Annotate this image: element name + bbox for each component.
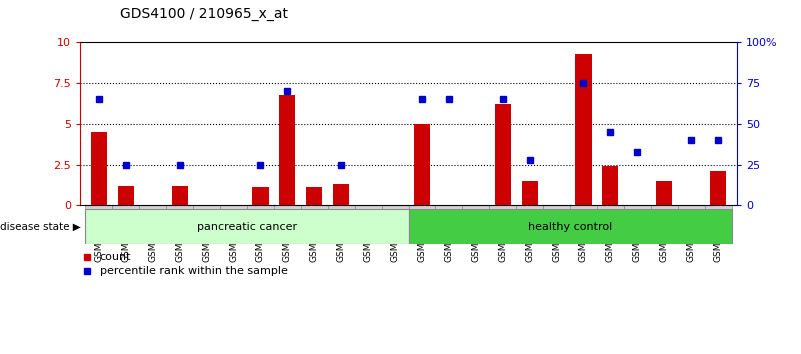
Bar [91,132,107,205]
FancyBboxPatch shape [247,205,274,209]
Bar [710,171,727,205]
FancyBboxPatch shape [597,205,624,209]
Bar [171,186,187,205]
FancyBboxPatch shape [516,205,543,209]
FancyBboxPatch shape [193,205,220,209]
FancyBboxPatch shape [543,205,570,209]
FancyBboxPatch shape [436,205,462,209]
Bar [118,186,134,205]
Bar [414,124,430,205]
FancyBboxPatch shape [220,205,247,209]
FancyBboxPatch shape [328,205,355,209]
Text: disease state ▶: disease state ▶ [0,222,81,232]
Text: count: count [100,252,131,262]
FancyBboxPatch shape [409,209,731,244]
Bar [252,187,268,205]
FancyBboxPatch shape [489,205,516,209]
Text: pancreatic cancer: pancreatic cancer [197,222,297,232]
FancyBboxPatch shape [705,205,731,209]
Text: healthy control: healthy control [528,222,612,232]
FancyBboxPatch shape [301,205,328,209]
Bar [656,181,672,205]
FancyBboxPatch shape [650,205,678,209]
Text: percentile rank within the sample: percentile rank within the sample [100,266,288,276]
FancyBboxPatch shape [274,205,301,209]
FancyBboxPatch shape [462,205,489,209]
Text: GDS4100 / 210965_x_at: GDS4100 / 210965_x_at [120,7,288,21]
FancyBboxPatch shape [355,205,381,209]
Bar [521,181,537,205]
Bar [575,54,592,205]
FancyBboxPatch shape [86,205,112,209]
FancyBboxPatch shape [112,205,139,209]
FancyBboxPatch shape [139,205,167,209]
Bar [306,187,322,205]
FancyBboxPatch shape [624,205,650,209]
Bar [602,166,618,205]
FancyBboxPatch shape [381,205,409,209]
FancyBboxPatch shape [678,205,705,209]
FancyBboxPatch shape [409,205,436,209]
Bar [280,95,296,205]
Bar [333,184,349,205]
Bar [495,104,511,205]
FancyBboxPatch shape [86,209,409,244]
FancyBboxPatch shape [570,205,597,209]
FancyBboxPatch shape [167,205,193,209]
